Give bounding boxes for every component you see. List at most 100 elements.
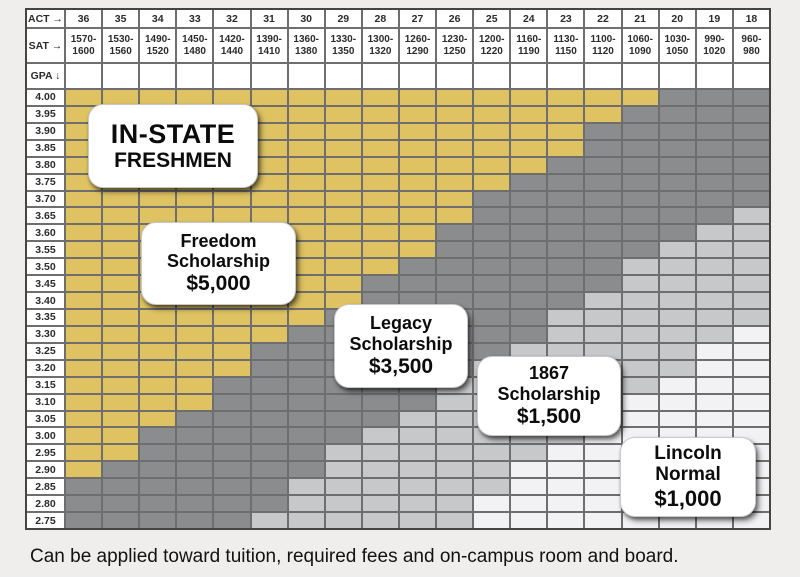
grid-cell	[548, 445, 584, 461]
sat-range-line: 1230-	[441, 34, 468, 46]
grid-cell	[325, 191, 361, 207]
grid-cell	[548, 276, 584, 292]
gpa-row-label: 3.45	[27, 276, 64, 292]
grid-cell	[288, 360, 324, 376]
gpa-row-label: 2.80	[27, 496, 64, 512]
grid-cell	[66, 225, 102, 241]
grid-cell	[325, 513, 361, 528]
grid-cell	[474, 496, 510, 512]
grid-cell	[140, 411, 176, 427]
grid-cell	[251, 174, 287, 190]
grid-cell	[659, 174, 695, 190]
grid-cell	[696, 174, 732, 190]
grid-cell	[288, 462, 324, 478]
grid-cell	[362, 462, 398, 478]
grid-cell	[659, 242, 695, 258]
grid-cell	[511, 259, 547, 275]
grid-cell	[622, 225, 658, 241]
grid-cell	[659, 377, 695, 393]
grid-cell	[511, 309, 547, 325]
grid-cell	[585, 496, 621, 512]
grid-cell	[622, 411, 658, 427]
gpa-header-spacer	[585, 64, 621, 88]
grid-cell	[362, 140, 398, 156]
grid-cell	[733, 90, 769, 105]
sat-range-line: 1160-	[516, 34, 542, 46]
act-header-cell: 23	[548, 10, 584, 27]
sat-header-cell: 990- 1020	[696, 29, 732, 62]
grid-cell	[66, 276, 102, 292]
grid-cell	[696, 90, 732, 105]
grid-cell	[214, 90, 250, 105]
grid-cell	[474, 157, 510, 173]
grid-cell	[696, 343, 732, 359]
grid-cell	[214, 309, 250, 325]
grid-cell	[251, 106, 287, 122]
grid-cell	[177, 326, 213, 342]
gpa-row-label: 3.50	[27, 259, 64, 275]
sat-header-cell: 1330- 1350	[325, 29, 361, 62]
grid-cell	[251, 411, 287, 427]
grid-cell	[251, 513, 287, 528]
grid-cell	[399, 513, 436, 528]
gpa-row-label: 3.70	[27, 191, 64, 207]
grid-cell	[251, 140, 287, 156]
grid-cell	[733, 242, 769, 258]
grid-cell	[140, 462, 176, 478]
grid-cell	[511, 496, 547, 512]
sat-range-line: 960-	[741, 34, 762, 46]
grid-cell	[362, 479, 398, 495]
grid-cell	[214, 445, 250, 461]
grid-cell	[548, 106, 584, 122]
grid-cell	[511, 157, 547, 173]
grid-cell	[511, 462, 547, 478]
gpa-row-label: 3.90	[27, 123, 64, 139]
grid-cell	[288, 90, 324, 105]
grid-cell	[325, 394, 361, 410]
grid-cell	[548, 326, 584, 342]
grid-cell	[140, 394, 176, 410]
gpa-row-label: 3.85	[27, 140, 64, 156]
grid-cell	[511, 123, 547, 139]
grid-cell	[177, 191, 213, 207]
grid-cell	[214, 428, 250, 444]
grid-cell	[733, 259, 769, 275]
sat-header-cell: 1360- 1380	[288, 29, 324, 62]
act-header-cell: 19	[696, 10, 732, 27]
gpa-header-spacer	[474, 64, 510, 88]
sat-range-line: 1120	[592, 45, 614, 57]
grid-cell	[66, 445, 102, 461]
grid-cell	[362, 90, 398, 105]
gpa-row-label: 3.95	[27, 106, 64, 122]
grid-cell	[362, 208, 398, 224]
act-axis-label: ACT →	[27, 10, 64, 27]
grid-cell	[548, 123, 584, 139]
grid-cell	[474, 90, 510, 105]
sat-range-line: 1200-	[478, 34, 505, 46]
grid-cell	[585, 445, 621, 461]
sat-range-line: 1440	[220, 45, 244, 57]
grid-cell	[399, 242, 436, 258]
caption: Can be applied toward tuition, required …	[30, 546, 679, 567]
callout-amount: $1,000	[654, 485, 722, 511]
gpa-header-spacer	[548, 64, 584, 88]
grid-cell	[696, 276, 732, 292]
sat-range-line: 1420-	[219, 34, 245, 46]
grid-cell	[399, 445, 436, 461]
gpa-row-label: 4.00	[27, 90, 64, 105]
sat-range-line: 1520	[146, 45, 169, 57]
sat-range-line: 1290	[406, 45, 429, 57]
gpa-row-label: 3.10	[27, 394, 64, 410]
grid-cell	[659, 411, 695, 427]
grid-cell	[511, 326, 547, 342]
grid-cell	[251, 191, 287, 207]
gpa-header-spacer	[66, 64, 102, 88]
gpa-axis-label: GPA ↓	[27, 64, 64, 88]
grid-cell	[585, 123, 621, 139]
grid-cell	[474, 513, 510, 528]
grid-cell	[733, 377, 769, 393]
grid-cell	[437, 496, 473, 512]
grid-cell	[362, 106, 398, 122]
grid-cell	[362, 445, 398, 461]
